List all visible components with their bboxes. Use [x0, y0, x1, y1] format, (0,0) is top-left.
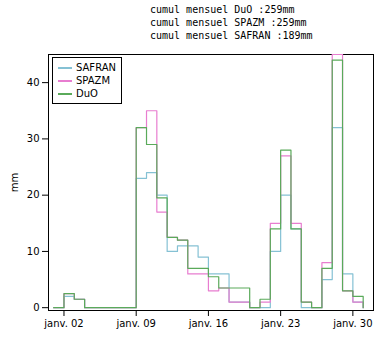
svg-text:janv. 23: janv. 23	[260, 318, 300, 329]
html-text:DuO: DuO	[76, 88, 98, 99]
svg-text:janv. 02: janv. 02	[43, 318, 83, 329]
svg-text:janv. 16: janv. 16	[188, 318, 228, 329]
html-text:cumul mensuel DuO :259mm cumul: cumul mensuel DuO :259mm cumul mensuel S…	[150, 4, 313, 41]
svg-text:40: 40	[27, 77, 40, 88]
html-text:SPAZM: SPAZM	[76, 75, 111, 86]
svg-text:janv. 09: janv. 09	[115, 318, 155, 329]
svg-text:10: 10	[27, 246, 40, 257]
svg-text:mm: mm	[9, 173, 20, 192]
svg-text:janv. 30: janv. 30	[332, 318, 372, 329]
svg-text:20: 20	[27, 189, 40, 200]
svg-text:30: 30	[27, 133, 40, 144]
html-text:SAFRAN: SAFRAN	[76, 62, 116, 73]
svg-text:0: 0	[33, 302, 39, 313]
